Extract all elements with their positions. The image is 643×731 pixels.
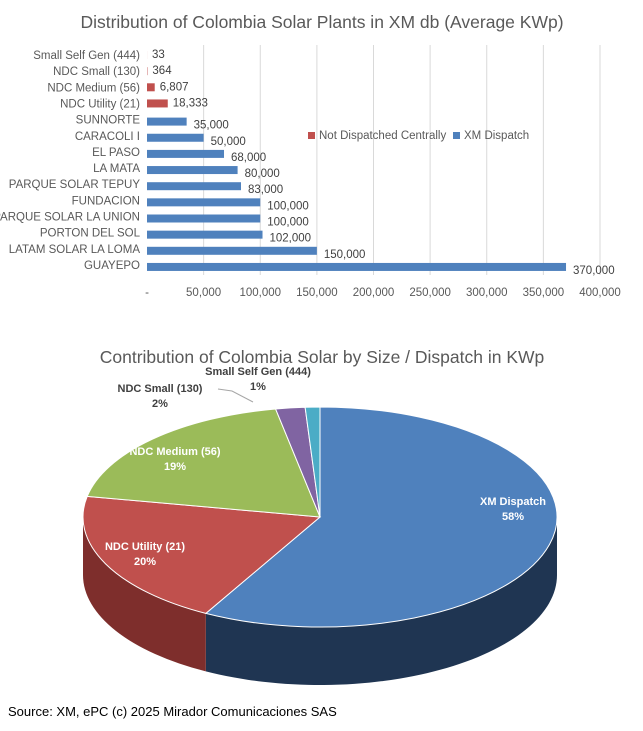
data-label: 102,000 xyxy=(270,233,312,245)
data-label: 364 xyxy=(152,65,172,77)
x-tick-label: - xyxy=(145,287,149,299)
data-label: 18,333 xyxy=(173,97,208,109)
category-label: NDC Small (130) xyxy=(53,66,140,78)
x-tick-label: 250,000 xyxy=(409,287,451,299)
source-note: Source: XM, ePC (c) 2025 Mirador Comunic… xyxy=(8,704,337,719)
bar xyxy=(147,99,168,108)
x-tick-label: 150,000 xyxy=(296,287,338,299)
bar xyxy=(147,230,263,239)
pie-label-percent: 19% xyxy=(164,461,186,473)
data-label: 83,000 xyxy=(248,184,283,196)
legend-swatch xyxy=(308,132,315,139)
category-label: PARQUE SOLAR LA UNION xyxy=(0,212,140,224)
pie-slice xyxy=(82,495,322,614)
pie-label-percent: 2% xyxy=(152,398,168,410)
leader-line xyxy=(217,388,254,403)
category-label: PORTON DEL SOL xyxy=(40,228,141,240)
legend-label: Not Dispatched Centrally xyxy=(319,130,446,142)
data-label: 50,000 xyxy=(211,136,246,148)
data-label: 6,807 xyxy=(160,81,189,93)
bar xyxy=(147,182,241,191)
bar xyxy=(147,133,204,142)
category-label: PARQUE SOLAR TEPUY xyxy=(9,179,141,191)
data-label: 150,000 xyxy=(324,249,366,261)
category-label: NDC Utility (21) xyxy=(60,98,140,110)
pie-label-name: NDC Utility (21) xyxy=(105,541,185,553)
category-label: GUAYEPO xyxy=(84,260,140,272)
category-label: Small Self Gen (444) xyxy=(33,50,140,62)
bar-chart: Distribution of Colombia Solar Plants in… xyxy=(0,12,621,299)
data-label: 80,000 xyxy=(245,168,280,180)
bar xyxy=(147,83,155,92)
category-label: SUNNORTE xyxy=(76,115,141,127)
x-tick-label: 400,000 xyxy=(579,287,621,299)
bar xyxy=(147,214,261,223)
data-label: 68,000 xyxy=(231,152,266,164)
x-tick-label: 300,000 xyxy=(466,287,508,299)
pie-label-name: XM Dispatch xyxy=(480,496,546,508)
bar xyxy=(147,262,567,271)
pie-chart: Contribution of Colombia Solar by Size /… xyxy=(82,347,558,685)
pie-label-name: NDC Medium (56) xyxy=(129,446,220,458)
category-label: NDC Medium (56) xyxy=(47,82,140,94)
pie-side xyxy=(83,517,206,672)
pie-side xyxy=(205,517,557,685)
bar xyxy=(147,149,225,158)
bar-chart-title: Distribution of Colombia Solar Plants in… xyxy=(80,12,563,32)
legend-swatch xyxy=(453,132,460,139)
pie-label-percent: 58% xyxy=(502,511,524,523)
x-tick-label: 50,000 xyxy=(186,287,221,299)
bar xyxy=(147,166,238,175)
x-tick-label: 100,000 xyxy=(239,287,281,299)
pie-slice xyxy=(204,406,558,628)
pie-slice xyxy=(304,406,321,518)
data-label: 33 xyxy=(152,49,165,61)
pie-label-percent: 1% xyxy=(250,381,266,393)
category-label: FUNDACION xyxy=(72,195,140,207)
bar xyxy=(147,246,317,255)
category-label: LA MATA xyxy=(93,163,140,175)
category-label: EL PASO xyxy=(92,147,140,159)
data-label: 100,000 xyxy=(267,200,309,212)
x-tick-label: 200,000 xyxy=(353,287,395,299)
pie-label-name: NDC Small (130) xyxy=(118,383,203,395)
bar xyxy=(147,117,187,126)
data-label: 370,000 xyxy=(573,265,615,277)
data-label: 35,000 xyxy=(194,120,229,132)
legend-label: XM Dispatch xyxy=(464,130,529,142)
category-label: CARACOLI I xyxy=(75,131,140,143)
bar xyxy=(147,198,261,207)
pie-label-name: Small Self Gen (444) xyxy=(205,366,311,378)
data-label: 100,000 xyxy=(267,217,309,229)
pie-chart-title: Contribution of Colombia Solar by Size /… xyxy=(100,347,545,367)
x-tick-label: 350,000 xyxy=(523,287,565,299)
pie-label-percent: 20% xyxy=(134,556,156,568)
pie-slice xyxy=(86,408,321,518)
category-label: LATAM SOLAR LA LOMA xyxy=(9,244,141,256)
